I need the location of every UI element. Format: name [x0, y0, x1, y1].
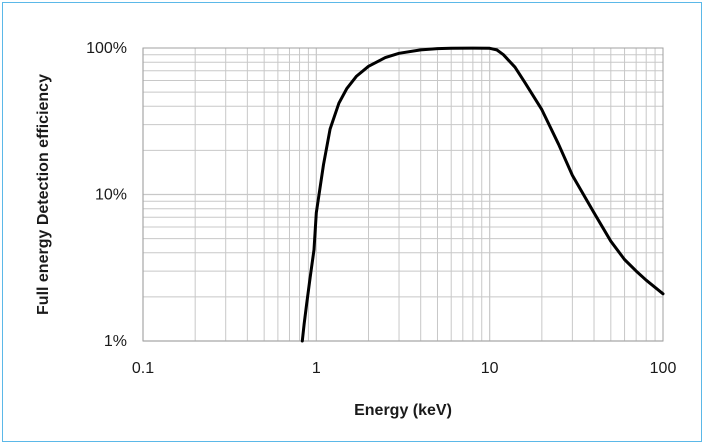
y-tick-label: 100%	[86, 40, 127, 57]
y-tick-label: 10%	[95, 187, 127, 204]
efficiency-chart: 0.1 1 10 100 1% 10% 100% Energy (keV) Full en…	[35, 40, 677, 419]
plot-area-border	[142, 47, 664, 342]
grid	[142, 48, 663, 342]
y-axis-title: Full energy Detection efficiency	[35, 74, 52, 315]
x-tick-label: 1	[312, 360, 321, 377]
x-axis-title: Energy (keV)	[354, 402, 452, 419]
chart-frame: 0.1 1 10 100 1% 10% 100% Energy (keV) Full en…	[2, 2, 702, 442]
x-tick-label: 10	[481, 360, 499, 377]
x-tick-label: 0.1	[132, 360, 154, 377]
y-tick-label: 1%	[104, 333, 127, 350]
x-axis-ticks: 0.1 1 10 100	[132, 360, 677, 377]
efficiency-curve	[300, 46, 665, 343]
x-tick-label: 100	[650, 360, 677, 377]
y-axis-ticks: 1% 10% 100%	[86, 40, 127, 350]
